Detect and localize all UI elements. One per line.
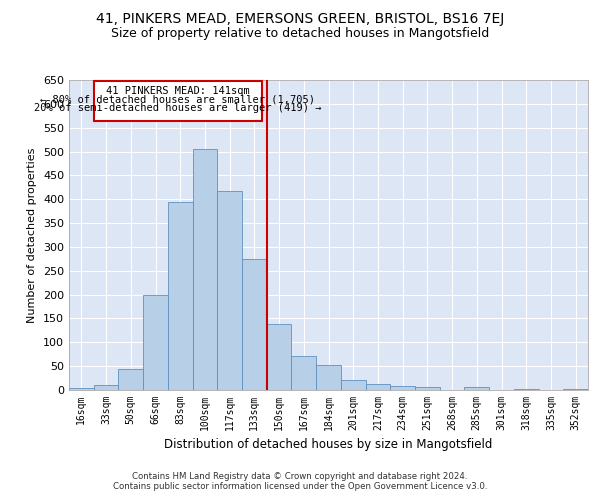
Bar [94,81,262,120]
Bar [94,385,118,390]
Bar [464,387,489,390]
Text: 41 PINKERS MEAD: 141sqm: 41 PINKERS MEAD: 141sqm [106,86,250,96]
Bar [193,149,217,390]
Bar [242,259,267,390]
Bar [143,294,168,390]
Bar [365,384,390,390]
Text: Contains HM Land Registry data © Crown copyright and database right 2024.: Contains HM Land Registry data © Crown c… [132,472,468,481]
Bar [168,202,193,390]
Text: Contains public sector information licensed under the Open Government Licence v3: Contains public sector information licen… [113,482,487,491]
Y-axis label: Number of detached properties: Number of detached properties [28,148,37,322]
Text: 20% of semi-detached houses are larger (419) →: 20% of semi-detached houses are larger (… [34,103,322,113]
Bar [390,386,415,390]
Bar [69,388,94,390]
Text: ← 80% of detached houses are smaller (1,705): ← 80% of detached houses are smaller (1,… [40,94,315,104]
Bar [118,368,143,390]
Bar [292,356,316,390]
Bar [341,380,365,390]
Bar [514,388,539,390]
Bar [415,386,440,390]
X-axis label: Distribution of detached houses by size in Mangotsfield: Distribution of detached houses by size … [164,438,493,452]
Bar [267,324,292,390]
Bar [316,365,341,390]
Text: Size of property relative to detached houses in Mangotsfield: Size of property relative to detached ho… [111,28,489,40]
Bar [217,190,242,390]
Text: 41, PINKERS MEAD, EMERSONS GREEN, BRISTOL, BS16 7EJ: 41, PINKERS MEAD, EMERSONS GREEN, BRISTO… [96,12,504,26]
Bar [563,388,588,390]
